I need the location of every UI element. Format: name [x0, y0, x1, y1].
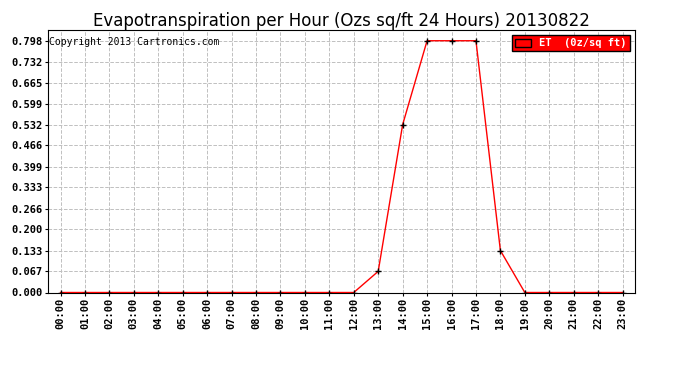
- Text: Copyright 2013 Cartronics.com: Copyright 2013 Cartronics.com: [50, 37, 220, 46]
- Legend: ET  (0z/sq ft): ET (0z/sq ft): [512, 35, 629, 51]
- Title: Evapotranspiration per Hour (Ozs sq/ft 24 Hours) 20130822: Evapotranspiration per Hour (Ozs sq/ft 2…: [93, 12, 590, 30]
